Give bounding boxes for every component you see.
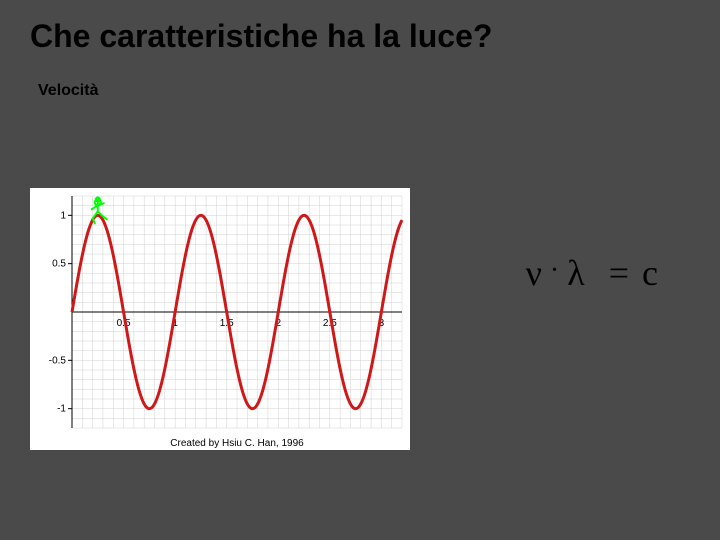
svg-text:-1: -1 bbox=[57, 404, 66, 415]
axes bbox=[68, 196, 402, 428]
wave-chart: -1-0.50.510.511.522.53 Created by Hsiu C… bbox=[30, 188, 410, 450]
slide: Che caratteristiche ha la luce? Velocità… bbox=[0, 0, 720, 540]
chart-svg: -1-0.50.510.511.522.53 Created by Hsiu C… bbox=[30, 188, 410, 450]
runner-icon bbox=[92, 196, 107, 223]
symbol-equals: = bbox=[609, 253, 631, 293]
svg-text:0.5: 0.5 bbox=[52, 259, 66, 270]
symbol-dot: · bbox=[544, 255, 567, 286]
subtitle: Velocità bbox=[38, 82, 98, 100]
page-title: Che caratteristiche ha la luce? bbox=[30, 18, 492, 55]
symbol-nu: ν bbox=[526, 253, 544, 293]
symbol-lambda: λ bbox=[567, 253, 586, 293]
equation: ν·λ = c bbox=[526, 252, 660, 294]
chart-credit: Created by Hsiu C. Han, 1996 bbox=[170, 438, 304, 449]
symbol-c: c bbox=[642, 253, 660, 293]
svg-text:1: 1 bbox=[60, 210, 66, 221]
svg-text:-0.5: -0.5 bbox=[49, 355, 67, 366]
